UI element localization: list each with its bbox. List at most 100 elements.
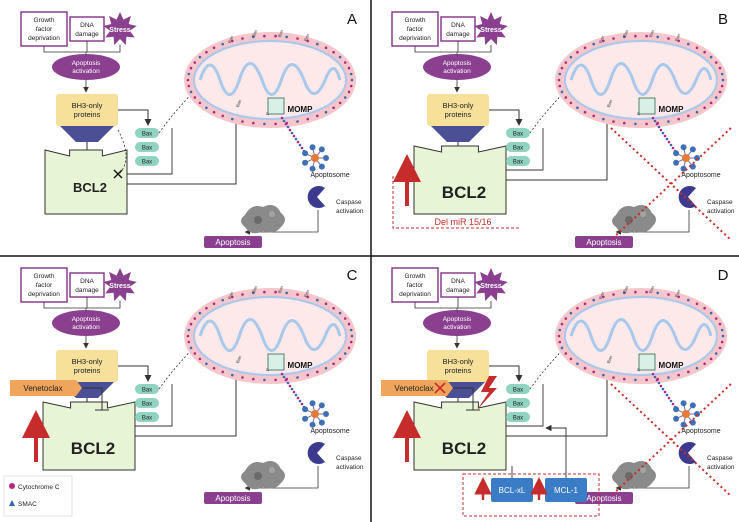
mito-bax-label: Bax: [227, 290, 235, 300]
mito-bax-label: Bax: [303, 32, 311, 42]
cytochrome-dot: [667, 120, 670, 123]
cytochrome-dot: [306, 373, 310, 377]
cytochrome-dot: [709, 357, 713, 361]
apoptosis-box: [575, 236, 633, 248]
apoptosome-node: [680, 165, 687, 172]
bclxl-box: [491, 478, 533, 502]
cross-line: [610, 383, 732, 497]
cytochrome-dot: [221, 370, 224, 374]
release-dot: [669, 143, 673, 147]
input-connector: [414, 297, 492, 311]
venetoclax-inhibits: [82, 387, 109, 411]
stress-star: [474, 12, 508, 45]
cytochrome-dot: [187, 328, 191, 332]
bh3-activates-bax: [118, 109, 152, 126]
apoptosis-label: Apoptosis: [586, 238, 621, 247]
cytochrome-dot: [677, 295, 680, 299]
cytochrome-dot: [347, 66, 351, 70]
cytochrome-dot: [721, 78, 725, 82]
bax-label: Bax: [142, 160, 152, 166]
cytochrome-dot: [296, 293, 299, 296]
apoptosome-node: [302, 159, 309, 166]
panel-d: D Growth factor deprivation DNA damage Stress A…: [381, 267, 735, 517]
bcl2-label: BCL2: [442, 439, 486, 458]
cytochrome-dot: [687, 370, 690, 374]
cytochrome-dot: [349, 84, 353, 88]
apoptosis-activation-label: activation: [72, 324, 100, 331]
stress-star: [474, 268, 508, 301]
mito-bax-label: Bax: [251, 28, 259, 38]
cytochrome-dot: [560, 90, 564, 94]
cytochrome-dot: [316, 298, 319, 302]
bax-pill: [135, 398, 159, 408]
cytochrome-dot: [347, 90, 351, 94]
cytochrome-dot: [274, 122, 277, 126]
cytochrome-dot: [252, 291, 255, 295]
venetoclax-box: [10, 380, 82, 396]
apoptosis-activation-ellipse: [52, 54, 120, 80]
release-dot: [288, 384, 292, 388]
bcl2-label: BCL2: [73, 180, 107, 195]
cytochrome-dot: [296, 376, 299, 379]
growth-factor-box: [391, 267, 439, 303]
cytochrome-dot: [263, 34, 266, 38]
cytochrome-dot: [193, 96, 197, 99]
release-dot: [290, 131, 294, 135]
release-dot: [298, 399, 302, 403]
caspase-shape: [678, 442, 696, 464]
cytochrome-dot: [645, 378, 648, 382]
cytochrome-dot: [709, 311, 713, 315]
dna-damage-label: DNA: [451, 22, 465, 29]
dna-damage-label: DNA: [80, 278, 94, 285]
bax-pill: [506, 128, 530, 138]
apoptosis-activation-label: activation: [72, 68, 100, 75]
momp-label: MOMP: [659, 105, 685, 114]
bax-pill: [506, 384, 530, 394]
mitochondrion-membrane: [193, 40, 347, 120]
growth-factor-label: Growth: [34, 273, 55, 280]
cytochrome-dot: [656, 291, 659, 295]
cytochrome-dot: [583, 302, 587, 306]
cytochrome-dot: [316, 42, 319, 46]
cytochrome-dot: [306, 117, 310, 121]
cytochrome-dot: [720, 328, 724, 332]
release-dot: [280, 116, 284, 120]
cytochrome-dot: [721, 334, 725, 338]
release-dot: [655, 378, 659, 382]
apoptosome-node: [318, 419, 325, 426]
cytochrome-dot: [720, 84, 724, 88]
cytochrome-dot: [634, 122, 637, 126]
cytochrome-dot: [576, 50, 579, 54]
cytochrome-dot: [205, 106, 208, 110]
mito-bax-label: Bax: [606, 354, 614, 364]
apoptosome-node: [323, 411, 329, 417]
cytochrome-dot: [569, 101, 573, 105]
cytochrome-dot: [263, 122, 266, 126]
apoptosome-node: [309, 165, 316, 172]
cytochrome-dot: [645, 290, 648, 294]
growth-factor-label: factor: [36, 282, 53, 289]
growth-factor-label: deprivation: [28, 35, 60, 42]
cytochrome-dot: [205, 362, 208, 366]
mito-bax-label: Bax: [251, 284, 259, 294]
bax-pill: [135, 412, 159, 422]
cytochrome-dot: [221, 298, 224, 302]
cytochrome-dot: [324, 366, 328, 370]
cytochrome-dot: [709, 55, 713, 59]
caspase-label: Caspase: [336, 455, 362, 462]
cytochrome-dot: [709, 101, 713, 105]
release-dot: [659, 384, 663, 388]
momp-pore: [638, 97, 656, 115]
apoptosis-activation-ellipse: [423, 310, 491, 336]
cytochrome-dot: [592, 298, 595, 302]
cytochrome-dot: [274, 34, 277, 38]
cytochrome-dot: [677, 373, 680, 377]
mito-bax-label: Bax: [277, 28, 285, 38]
apoptosome-node: [680, 144, 687, 151]
cytochrome-dot: [241, 120, 244, 123]
cytochrome-dot: [198, 55, 202, 59]
release-dot: [290, 387, 294, 391]
cytochrome-dot: [720, 72, 724, 76]
cytochrome-dot: [703, 306, 706, 310]
mcl1-label: MCL-1: [554, 486, 579, 495]
